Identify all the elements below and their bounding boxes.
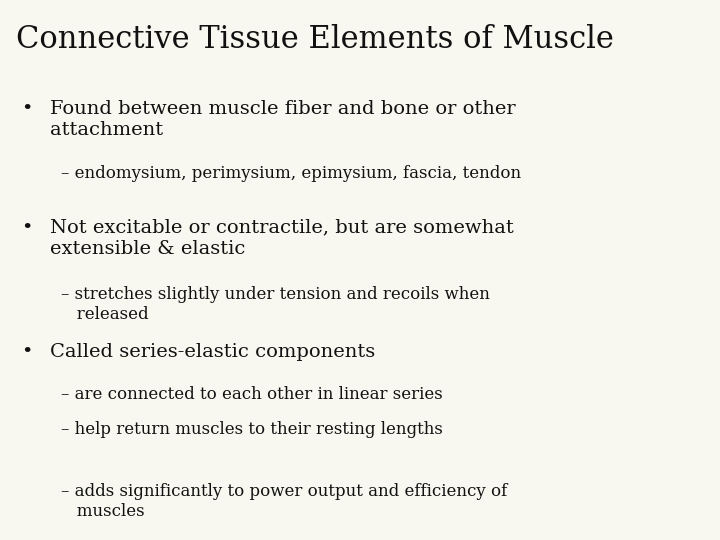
Text: Connective Tissue Elements of Muscle: Connective Tissue Elements of Muscle xyxy=(16,24,613,55)
Text: – help return muscles to their resting lengths: – help return muscles to their resting l… xyxy=(61,421,443,438)
Text: – endomysium, perimysium, epimysium, fascia, tendon: – endomysium, perimysium, epimysium, fas… xyxy=(61,165,521,181)
Text: •: • xyxy=(22,100,33,118)
Text: – adds significantly to power output and efficiency of
   muscles: – adds significantly to power output and… xyxy=(61,483,508,520)
Text: Found between muscle fiber and bone or other
attachment: Found between muscle fiber and bone or o… xyxy=(50,100,516,139)
Text: – stretches slightly under tension and recoils when
   released: – stretches slightly under tension and r… xyxy=(61,286,490,323)
Text: •: • xyxy=(22,219,33,237)
Text: Not excitable or contractile, but are somewhat
extensible & elastic: Not excitable or contractile, but are so… xyxy=(50,219,514,258)
Text: •: • xyxy=(22,343,33,361)
Text: Called series-elastic components: Called series-elastic components xyxy=(50,343,376,361)
Text: – are connected to each other in linear series: – are connected to each other in linear … xyxy=(61,386,443,403)
